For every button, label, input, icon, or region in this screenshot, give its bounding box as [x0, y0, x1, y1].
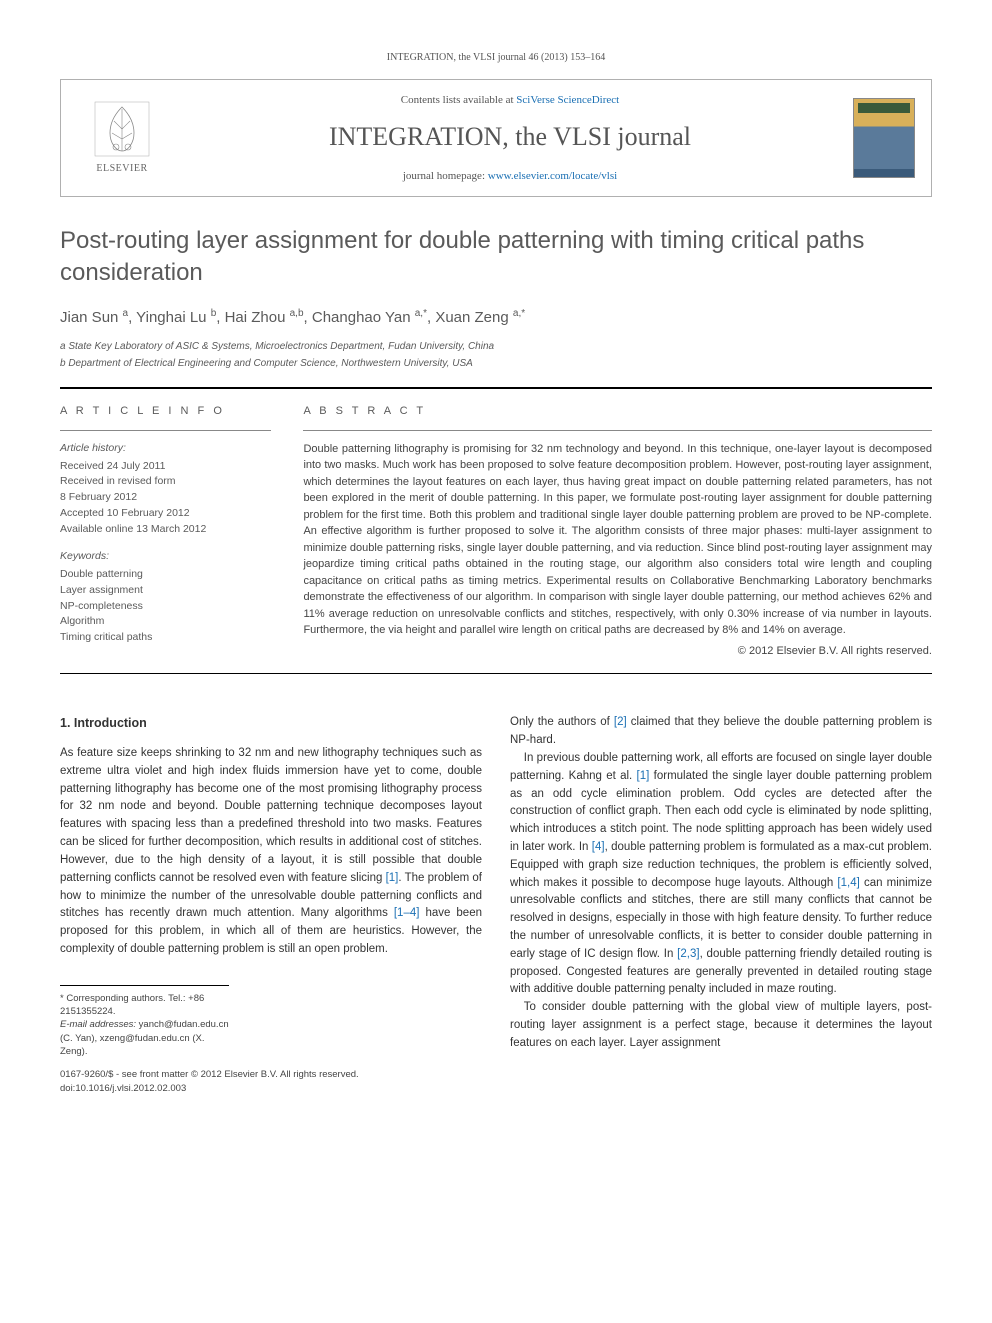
history-line: 8 February 2012 [60, 490, 271, 506]
abstract-text: Double patterning lithography is promisi… [303, 441, 932, 639]
article-info-row: A R T I C L E I N F O Article history: R… [60, 387, 932, 659]
column-left: 1. Introduction As feature size keeps sh… [60, 714, 482, 1095]
history-line: Available online 13 March 2012 [60, 522, 271, 538]
section-heading: 1. Introduction [60, 714, 482, 733]
contents-available-line: Contents lists available at SciVerse Sci… [167, 92, 853, 109]
keywords-list: Double patterningLayer assignmentNP-comp… [60, 567, 271, 646]
keyword: Layer assignment [60, 583, 271, 599]
publisher-logo-block: ELSEVIER [77, 101, 167, 176]
affiliations: a State Key Laboratory of ASIC & Systems… [60, 339, 932, 371]
article-title: Post-routing layer assignment for double… [60, 225, 932, 290]
abstract-column: A B S T R A C T Double patterning lithog… [295, 388, 932, 659]
paragraph: In previous double patterning work, all … [510, 750, 932, 999]
homepage-link[interactable]: www.elsevier.com/locate/vlsi [488, 170, 617, 182]
affiliation: a State Key Laboratory of ASIC & Systems… [60, 339, 932, 354]
history-line: Received in revised form [60, 474, 271, 490]
keyword: NP-completeness [60, 599, 271, 615]
abstract-heading: A B S T R A C T [303, 403, 932, 420]
journal-name: INTEGRATION, the VLSI journal [167, 117, 853, 156]
body-columns: 1. Introduction As feature size keeps sh… [60, 714, 932, 1095]
abstract-bottom-rule [60, 673, 932, 674]
keywords-label: Keywords: [60, 549, 271, 565]
history-line: Accepted 10 February 2012 [60, 506, 271, 522]
elsevier-tree-icon [94, 101, 150, 157]
history-line: Received 24 July 2011 [60, 459, 271, 475]
article-history-label: Article history: [60, 441, 271, 457]
homepage-prefix: journal homepage: [403, 170, 488, 182]
journal-cover-thumbnail [853, 98, 915, 178]
keyword: Algorithm [60, 614, 271, 630]
contents-prefix: Contents lists available at [401, 94, 516, 106]
citation[interactable]: [1] [386, 872, 399, 884]
citation[interactable]: [2,3] [677, 948, 699, 960]
page: INTEGRATION, the VLSI journal 46 (2013) … [0, 0, 992, 1145]
corresponding-author-note: * Corresponding authors. Tel.: +86 21513… [60, 992, 229, 1019]
paragraph: Only the authors of [2] claimed that the… [510, 714, 932, 750]
sciencedirect-link[interactable]: SciVerse ScienceDirect [516, 94, 619, 106]
article-info-heading: A R T I C L E I N F O [60, 403, 271, 420]
paragraph: As feature size keeps shrinking to 32 nm… [60, 745, 482, 959]
homepage-line: journal homepage: www.elsevier.com/locat… [167, 168, 853, 185]
doi-line: doi:10.1016/j.vlsi.2012.02.003 [60, 1082, 482, 1095]
article-history-list: Received 24 July 2011Received in revised… [60, 459, 271, 538]
doi-block: 0167-9260/$ - see front matter © 2012 El… [60, 1068, 482, 1095]
article-info-column: A R T I C L E I N F O Article history: R… [60, 388, 295, 659]
publisher-name: ELSEVIER [77, 161, 167, 176]
citation[interactable]: [2] [614, 716, 627, 728]
citation[interactable]: [4] [592, 841, 605, 853]
issn-line: 0167-9260/$ - see front matter © 2012 El… [60, 1068, 482, 1081]
abstract-copyright: © 2012 Elsevier B.V. All rights reserved… [303, 643, 932, 660]
citation[interactable]: [1–4] [394, 907, 420, 919]
citation[interactable]: [1,4] [837, 877, 859, 889]
keyword: Double patterning [60, 567, 271, 583]
citation[interactable]: [1] [637, 770, 650, 782]
paragraph: To consider double patterning with the g… [510, 999, 932, 1052]
header-center: Contents lists available at SciVerse Sci… [167, 92, 853, 184]
footnote-block: * Corresponding authors. Tel.: +86 21513… [60, 985, 229, 1058]
emails-label: E-mail addresses: [60, 1019, 139, 1030]
affiliation: b Department of Electrical Engineering a… [60, 356, 932, 371]
running-head: INTEGRATION, the VLSI journal 46 (2013) … [60, 50, 932, 65]
author-list: Jian Sun a, Yinghai Lu b, Hai Zhou a,b, … [60, 306, 932, 330]
column-right: Only the authors of [2] claimed that the… [510, 714, 932, 1095]
journal-header-box: ELSEVIER Contents lists available at Sci… [60, 79, 932, 197]
keyword: Timing critical paths [60, 630, 271, 646]
email-addresses: E-mail addresses: yanch@fudan.edu.cn (C.… [60, 1018, 229, 1058]
